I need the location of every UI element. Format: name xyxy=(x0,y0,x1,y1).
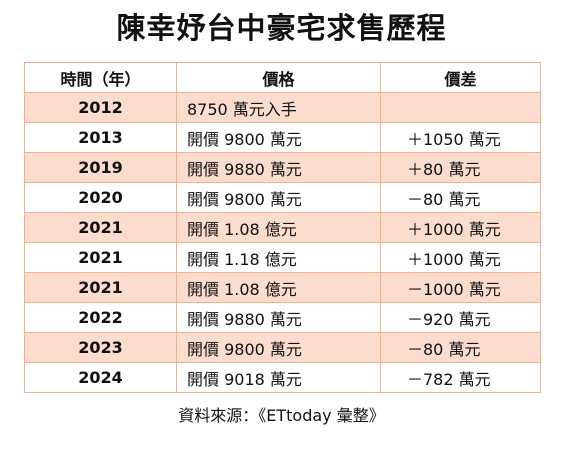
price-cell: 8750 萬元入手 xyxy=(176,92,381,123)
difference-cell: －80 萬元 xyxy=(380,182,541,213)
price-cell: 開價 9880 萬元 xyxy=(176,302,381,333)
header-difference: 價差 xyxy=(380,62,541,93)
year-cell: 2021 xyxy=(24,212,177,243)
table-row: 2021 開價 1.18 億元 ＋1000 萬元 xyxy=(24,242,541,273)
year-cell: 2019 xyxy=(24,152,177,183)
price-cell: 開價 9800 萬元 xyxy=(176,332,381,363)
difference-cell: ＋1050 萬元 xyxy=(380,122,541,153)
year-cell: 2012 xyxy=(24,92,177,123)
price-cell: 開價 9018 萬元 xyxy=(176,362,381,393)
year-cell: 2021 xyxy=(24,242,177,273)
price-cell: 開價 9800 萬元 xyxy=(176,122,381,153)
difference-cell: ＋80 萬元 xyxy=(380,152,541,183)
table-row: 2021 開價 1.08 億元 ＋1000 萬元 xyxy=(24,212,541,243)
difference-cell: ＋1000 萬元 xyxy=(380,242,541,273)
header-price: 價格 xyxy=(176,62,381,93)
source-note: 資料來源：《ETtoday 彙整》 xyxy=(178,406,385,425)
year-cell: 2021 xyxy=(24,272,177,303)
price-cell: 開價 1.08 億元 xyxy=(176,272,381,303)
table-row: 2021 開價 1.08 億元 －1000 萬元 xyxy=(24,272,541,303)
difference-cell: ＋1000 萬元 xyxy=(380,212,541,243)
difference-cell xyxy=(380,92,541,123)
difference-cell: －1000 萬元 xyxy=(380,272,541,303)
year-cell: 2020 xyxy=(24,182,177,213)
table-row: 2013 開價 9800 萬元 ＋1050 萬元 xyxy=(24,122,541,153)
table-row: 2020 開價 9800 萬元 －80 萬元 xyxy=(24,182,541,213)
price-cell: 開價 9880 萬元 xyxy=(176,152,381,183)
price-cell: 開價 1.18 億元 xyxy=(176,242,381,273)
price-cell: 開價 9800 萬元 xyxy=(176,182,381,213)
difference-cell: －782 萬元 xyxy=(380,362,541,393)
price-history-table: 時間（年） 價格 價差 2012 8750 萬元入手 2013 開價 9800 … xyxy=(24,62,541,393)
difference-cell: －80 萬元 xyxy=(380,332,541,363)
year-cell: 2024 xyxy=(24,362,177,393)
difference-cell: －920 萬元 xyxy=(380,302,541,333)
year-cell: 2013 xyxy=(24,122,177,153)
table-row: 2019 開價 9880 萬元 ＋80 萬元 xyxy=(24,152,541,183)
table-row: 2024 開價 9018 萬元 －782 萬元 xyxy=(24,362,541,393)
table-row: 2022 開價 9880 萬元 －920 萬元 xyxy=(24,302,541,333)
table-row: 2023 開價 9800 萬元 －80 萬元 xyxy=(24,332,541,363)
header-year: 時間（年） xyxy=(24,62,177,93)
price-cell: 開價 1.08 億元 xyxy=(176,212,381,243)
year-cell: 2023 xyxy=(24,332,177,363)
year-cell: 2022 xyxy=(24,302,177,333)
table-header-row: 時間（年） 價格 價差 xyxy=(24,62,541,93)
table-row: 2012 8750 萬元入手 xyxy=(24,92,541,123)
page-title: 陳幸妤台中豪宅求售歷程 xyxy=(116,11,447,45)
